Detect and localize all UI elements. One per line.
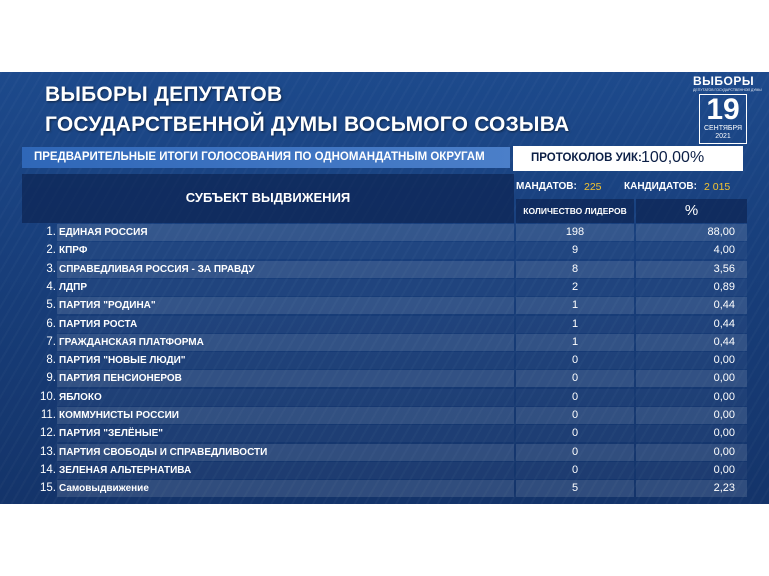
party-name: ГРАЖДАНСКАЯ ПЛАТФОРМА (57, 333, 514, 351)
subtitle: ПРЕДВАРИТЕЛЬНЫЕ ИТОГИ ГОЛОСОВАНИЯ ПО ОДН… (34, 151, 485, 163)
leaders-percent: 0,00 (636, 388, 747, 406)
leaders-count: 5 (516, 480, 634, 498)
row-number: 8. (46, 354, 56, 367)
subtitle-bar: ПРЕДВАРИТЕЛЬНЫЕ ИТОГИ ГОЛОСОВАНИЯ ПО ОДН… (22, 147, 510, 168)
percent-header: % (636, 199, 747, 223)
party-name: ЛДПР (57, 278, 514, 296)
title-line-2: ГОСУДАРСТВЕННОЙ ДУМЫ ВОСЬМОГО СОЗЫВА (45, 113, 570, 136)
table-row: 1. ЕДИНАЯ РОССИЯ 198 88,00 (22, 224, 747, 241)
party-name: Самовыдвижение (57, 480, 514, 498)
party-name: ПАРТИЯ ПЕНСИОНЕРОВ (57, 370, 514, 388)
row-number: 10. (40, 390, 56, 403)
mandates-value: 225 (584, 181, 602, 193)
table-row: 15. Самовыдвижение 5 2,23 (22, 480, 747, 498)
party-name: ПАРТИЯ "НОВЫЕ ЛЮДИ" (57, 352, 514, 370)
leaders-percent: 0,00 (636, 370, 747, 388)
leaders-count: 2 (516, 278, 634, 296)
leaders-count: 9 (516, 242, 634, 260)
table-row: 14. ЗЕЛЕНАЯ АЛЬТЕРНАТИВА 0 0,00 (22, 461, 747, 479)
leaders-percent: 0,89 (636, 278, 747, 296)
title-line-1: ВЫБОРЫ ДЕПУТАТОВ (45, 83, 283, 106)
leaders-percent: 0,00 (636, 461, 747, 479)
row-number: 12. (40, 427, 56, 440)
mandates-label: МАНДАТОВ: (516, 181, 577, 192)
logo-year: 2021 (715, 133, 731, 140)
table-row: 13. ПАРТИЯ СВОБОДЫ И СПРАВЕДЛИВОСТИ 0 0,00 (22, 443, 747, 461)
logo-word: ВЫБОРЫ (693, 74, 755, 88)
leaders-count: 198 (516, 224, 634, 241)
leaders-count: 0 (516, 352, 634, 370)
party-name: ПАРТИЯ "ЗЕЛЁНЫЕ" (57, 425, 514, 443)
table-row: 4. ЛДПР 2 0,89 (22, 278, 747, 296)
leaders-percent: 88,00 (636, 224, 747, 241)
leaders-count: 1 (516, 315, 634, 333)
party-name: ЯБЛОКО (57, 388, 514, 406)
leaders-count: 0 (516, 443, 634, 461)
party-name: ПАРТИЯ РОСТА (57, 315, 514, 333)
candidates-value: 2 015 (704, 181, 731, 193)
count-header: КОЛИЧЕСТВО ЛИДЕРОВ (516, 199, 634, 223)
logo-month: СЕНТЯБРЯ (703, 125, 743, 132)
leaders-count: 0 (516, 461, 634, 479)
row-number: 3. (46, 262, 56, 275)
party-name: ПАРТИЯ СВОБОДЫ И СПРАВЕДЛИВОСТИ (57, 443, 514, 461)
leaders-percent: 0,44 (636, 333, 747, 351)
table-row: 7. ГРАЖДАНСКАЯ ПЛАТФОРМА 1 0,44 (22, 333, 747, 351)
leaders-percent: 4,00 (636, 242, 747, 260)
table-row: 12. ПАРТИЯ "ЗЕЛЁНЫЕ" 0 0,00 (22, 425, 747, 443)
row-number: 14. (40, 463, 56, 476)
row-number: 11. (40, 409, 56, 421)
leaders-count: 1 (516, 297, 634, 315)
leaders-percent: 0,44 (636, 297, 747, 315)
leaders-percent: 0,00 (636, 425, 747, 443)
table-row: 3. СПРАВЕДЛИВАЯ РОССИЯ - ЗА ПРАВДУ 8 3,56 (22, 260, 747, 278)
leaders-count: 0 (516, 388, 634, 406)
table-row: 8. ПАРТИЯ "НОВЫЕ ЛЮДИ" 0 0,00 (22, 352, 747, 370)
row-number: 7. (46, 335, 56, 348)
mandates-bar: МАНДАТОВ: 225 КАНДИДАТОВ: 2 015 (514, 174, 747, 198)
protocols-label: ПРОТОКОЛОВ УИК: (531, 152, 642, 164)
leaders-count: 0 (516, 425, 634, 443)
protocols-box: ПРОТОКОЛОВ УИК: 100,00% (513, 146, 743, 171)
leaders-count: 1 (516, 333, 634, 351)
logo-day: 19 (706, 93, 740, 126)
leaders-count: 0 (516, 407, 634, 424)
leaders-percent: 3,56 (636, 260, 747, 278)
leaders-count: 0 (516, 370, 634, 388)
logo-date-box: 19 СЕНТЯБРЯ 2021 (699, 94, 747, 144)
table-row: 10. ЯБЛОКО 0 0,00 (22, 388, 747, 406)
results-slide: ВЫБОРЫ ДЕПУТАТОВ ГОСУДАРСТВЕННОЙ ДУМЫ ВО… (0, 72, 769, 504)
row-number: 2. (46, 244, 56, 257)
candidates-label: КАНДИДАТОВ: (624, 181, 697, 192)
party-name: КОММУНИСТЫ РОССИИ (57, 407, 514, 424)
table-row: 2. КПРФ 9 4,00 (22, 242, 747, 260)
leaders-percent: 0,44 (636, 315, 747, 333)
leaders-percent: 0,00 (636, 352, 747, 370)
row-number: 13. (40, 445, 56, 458)
table-row: 9. ПАРТИЯ ПЕНСИОНЕРОВ 0 0,00 (22, 370, 747, 388)
table-row: 6. ПАРТИЯ РОСТА 1 0,44 (22, 315, 747, 333)
leaders-count: 8 (516, 260, 634, 278)
elections-logo: ВЫБОРЫ ДЕПУТАТОВ ГОСУДАРСТВЕННОЙ ДУМЫ 19… (693, 74, 762, 144)
table-row: 5. ПАРТИЯ "РОДИНА" 1 0,44 (22, 297, 747, 315)
row-number: 6. (46, 317, 56, 330)
subject-header-label: СУБЪЕКТ ВЫДВИЖЕНИЯ (185, 190, 351, 205)
party-name: ЗЕЛЕНАЯ АЛЬТЕРНАТИВА (57, 461, 514, 479)
party-name: ЕДИНАЯ РОССИЯ (57, 224, 514, 241)
party-name: ПАРТИЯ "РОДИНА" (57, 297, 514, 315)
protocols-value: 100,00% (641, 149, 705, 166)
row-number: 5. (46, 299, 56, 312)
leaders-percent: 0,00 (636, 407, 747, 424)
row-number: 15. (40, 482, 56, 495)
subject-header: СУБЪЕКТ ВЫДВИЖЕНИЯ (22, 174, 514, 223)
table-row: 11. КОММУНИСТЫ РОССИИ 0 0,00 (22, 407, 747, 424)
party-name: СПРАВЕДЛИВАЯ РОССИЯ - ЗА ПРАВДУ (57, 260, 514, 278)
row-number: 9. (46, 372, 56, 385)
party-name: КПРФ (57, 242, 514, 260)
leaders-percent: 0,00 (636, 443, 747, 461)
row-number: 4. (46, 280, 56, 293)
logo-small-text: ДЕПУТАТОВ ГОСУДАРСТВЕННОЙ ДУМЫ (693, 88, 762, 92)
leaders-percent: 2,23 (636, 480, 747, 498)
row-number: 1. (46, 226, 56, 238)
